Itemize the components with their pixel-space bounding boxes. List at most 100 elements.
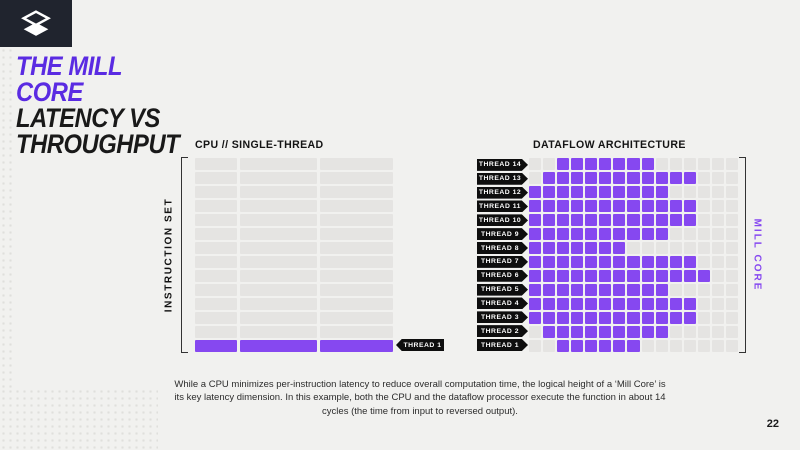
thread-tag: THREAD 12: [477, 186, 528, 199]
dataflow-cell: [557, 186, 570, 198]
dataflow-cell: [711, 256, 724, 268]
dataflow-cell: [711, 228, 724, 240]
dataflow-cell: [725, 200, 738, 212]
dataflow-cell: [557, 284, 570, 296]
cpu-instruction-segment: [195, 228, 237, 240]
dataflow-cell: [683, 200, 696, 212]
mill-logo: [0, 0, 72, 47]
dataflow-cell: [543, 340, 556, 352]
dataflow-cell: [627, 326, 640, 338]
dataflow-cell: [697, 186, 710, 198]
dataflow-cell: [627, 284, 640, 296]
dataflow-cell: [669, 186, 682, 198]
dataflow-cell: [599, 242, 612, 254]
dot-pattern-bottom-left: [0, 388, 158, 450]
dataflow-cell: [585, 172, 598, 184]
dataflow-cell: [655, 298, 668, 310]
dataflow-cell: [697, 298, 710, 310]
dataflow-cell: [641, 340, 654, 352]
thread-tag: THREAD 13: [477, 172, 528, 185]
dataflow-cell: [669, 242, 682, 254]
cpu-row: [195, 172, 393, 184]
dataflow-cell: [669, 340, 682, 352]
dataflow-cell: [683, 298, 696, 310]
dataflow-cell: [683, 214, 696, 226]
dataflow-cell: [571, 186, 584, 198]
dataflow-cell: [585, 200, 598, 212]
thread-tag: THREAD 9: [477, 228, 528, 241]
dataflow-cell: [571, 172, 584, 184]
cpu-row: [195, 242, 393, 254]
dataflow-cell: [641, 200, 654, 212]
dataflow-cell: [627, 312, 640, 324]
dataflow-cell: [613, 172, 626, 184]
cpu-instruction-segment: [195, 214, 237, 226]
dataflow-cell: [613, 270, 626, 282]
dataflow-cell: [571, 158, 584, 170]
dataflow-cell: [711, 200, 724, 212]
title-line-3: LATENCY VS: [16, 103, 160, 133]
cpu-instruction-segment: [320, 242, 393, 254]
dataflow-cell: [725, 256, 738, 268]
dataflow-cell: [697, 340, 710, 352]
thread-tag: THREAD 10: [477, 214, 528, 227]
thread-tag: THREAD 8: [477, 242, 528, 255]
dataflow-cell: [627, 340, 640, 352]
dataflow-cell: [613, 312, 626, 324]
dataflow-cell: [711, 284, 724, 296]
mill-core-label: MILL CORE: [751, 218, 763, 292]
dataflow-cell: [683, 242, 696, 254]
mill-core-bracket: [739, 157, 746, 353]
dataflow-cell: [543, 186, 556, 198]
dataflow-cell: [571, 326, 584, 338]
dataflow-cell: [557, 256, 570, 268]
dataflow-cell: [529, 256, 542, 268]
dataflow-cell: [599, 312, 612, 324]
cpu-instruction-segment: [320, 326, 393, 338]
page-number: 22: [766, 418, 779, 430]
dataflow-cell: [529, 200, 542, 212]
dataflow-cell: [599, 228, 612, 240]
dataflow-cell: [529, 340, 542, 352]
dataflow-cell: [655, 340, 668, 352]
dataflow-cell: [585, 340, 598, 352]
dataflow-cell: [613, 242, 626, 254]
dataflow-cell: [571, 228, 584, 240]
dataflow-cell: [683, 326, 696, 338]
dataflow-cell: [697, 284, 710, 296]
thread-tag: THREAD 4: [477, 297, 528, 310]
dataflow-cell: [655, 214, 668, 226]
dataflow-cell: [543, 214, 556, 226]
dataflow-cell: [655, 326, 668, 338]
dataflow-cell: [543, 284, 556, 296]
thread-tag: THREAD 14: [477, 158, 528, 171]
dataflow-cell: [585, 158, 598, 170]
cpu-instruction-segment: [195, 200, 237, 212]
dataflow-cell: [669, 298, 682, 310]
thread-tags: THREAD 14 THREAD 13 THREAD 12 THREAD 11 THRE…: [477, 158, 528, 352]
dataflow-chart-header: DATAFLOW ARCHITECTURE: [533, 139, 686, 151]
cpu-instruction-segment: [320, 172, 393, 184]
cpu-row: [195, 228, 393, 240]
dataflow-cell: [725, 312, 738, 324]
cpu-instruction-segment: [240, 242, 317, 254]
dataflow-cell: [529, 298, 542, 310]
dataflow-cell: [529, 326, 542, 338]
dataflow-cell: [711, 158, 724, 170]
dataflow-cell: [613, 158, 626, 170]
cpu-instruction-segment: [195, 186, 237, 198]
dataflow-cell: [613, 326, 626, 338]
dataflow-cell: [683, 270, 696, 282]
dataflow-cell: [557, 326, 570, 338]
cpu-instruction-segment: [320, 340, 393, 352]
dataflow-cell: [557, 298, 570, 310]
dataflow-cell: [627, 242, 640, 254]
dataflow-cell: [585, 228, 598, 240]
cpu-row: [195, 284, 393, 296]
dataflow-cell: [655, 228, 668, 240]
dataflow-cell: [641, 270, 654, 282]
cpu-instruction-segment: [320, 284, 393, 296]
cpu-instruction-segment: [240, 270, 317, 282]
dataflow-cell: [599, 298, 612, 310]
dataflow-cell: [557, 172, 570, 184]
